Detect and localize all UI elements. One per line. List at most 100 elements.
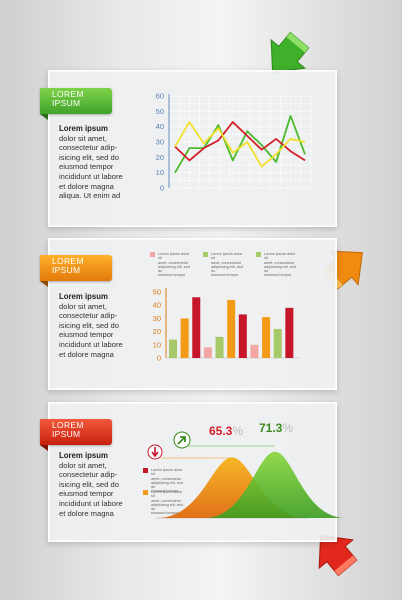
arrow-up-right-icon	[173, 431, 191, 449]
y-tick-label: 0	[160, 184, 164, 193]
y-tick-label: 60	[156, 92, 164, 101]
bar	[169, 339, 177, 358]
percent-sign: %	[282, 421, 294, 435]
legend-line: eiusmod tempor	[264, 273, 292, 278]
body-line: incididunt ut labore	[59, 171, 123, 181]
y-tick-label: 50	[153, 288, 161, 297]
legend-line: eiusmod tempor	[211, 273, 239, 278]
bar	[215, 336, 224, 358]
body-line: incididunt ut labore	[59, 498, 123, 508]
y-tick-label: 50	[156, 107, 164, 116]
ribbon-line: LOREM	[52, 420, 84, 430]
legend-line: adipisicing elit, sed do	[151, 480, 183, 490]
y-tick-label: 30	[156, 138, 164, 147]
legend-line: amet, consectetur	[158, 260, 189, 265]
legend-line: adipisicing elit, sed do	[158, 264, 190, 274]
body-line: isicing elit, sed do	[59, 152, 119, 162]
body-line: et dolore magna	[59, 508, 114, 518]
legend-swatch	[143, 468, 148, 473]
legend-line: Lorem ipsum dolor sit	[264, 252, 296, 261]
bar	[238, 314, 247, 358]
panel-heading: Lorem ipsum	[59, 292, 108, 301]
legend-line: eiusmod tempor	[151, 489, 179, 494]
body-line: et dolore magna	[59, 181, 114, 191]
line-chart: 0 10 20 30 40 50 60	[156, 92, 312, 193]
body-line: consectetur adip-	[59, 311, 118, 321]
y-tick-label: 40	[156, 122, 164, 131]
legend-line: amet, consectetur	[151, 498, 182, 503]
legend-swatch	[143, 490, 148, 495]
panel-heading: Lorem ipsum	[59, 451, 108, 460]
legend-swatch	[150, 252, 155, 257]
bar	[203, 347, 212, 358]
legend-line: Lorem ipsum dolor sit	[158, 252, 190, 261]
panel-1-text: Lorem ipsum dolor sit amet, consectetur …	[59, 124, 143, 201]
legend-line: Lorem ipsum dolor sit	[211, 252, 243, 261]
bar	[285, 307, 294, 358]
legend-line: amet, consectetur	[151, 476, 182, 481]
legend-line: adipisicing elit, sed do	[211, 264, 243, 274]
y-tick-label: 30	[153, 314, 161, 323]
body-line: isicing elit, sed do	[59, 320, 119, 330]
panel-heading: Lorem ipsum	[59, 124, 108, 133]
y-tick-label: 20	[156, 153, 164, 162]
body-line: dolor sit amet,	[59, 460, 107, 470]
ribbon-line: IPSUM	[52, 98, 81, 108]
y-tick-label: 10	[153, 340, 161, 349]
y-tick-label: 40	[153, 301, 161, 310]
bar-legend-item: Lorem ipsum dolor sit amet, consectetur …	[256, 252, 300, 278]
arrow-down-icon	[147, 444, 163, 460]
body-line: isicing elit, sed do	[59, 479, 119, 489]
bar-legend-item: Lorem ipsum dolor sit amet, consectetur …	[203, 252, 247, 278]
value-label-green: 71.3%	[259, 421, 293, 435]
value-number: 65.3	[209, 424, 233, 438]
legend-line: adipisicing elit, sed do	[151, 502, 183, 512]
body-line: eiusmod tempor	[59, 330, 114, 340]
y-tick-label: 10	[156, 168, 164, 177]
series-line	[174, 115, 306, 174]
bar-legend-item: Lorem ipsum dolor sit amet, consectetur …	[150, 252, 194, 278]
value-number: 71.3	[259, 421, 283, 435]
legend-line: adipisicing elit, sed do	[264, 264, 296, 274]
body-line: dolor sit amet,	[59, 301, 107, 311]
bar-chart: 0 10 20 30 40 50	[153, 288, 300, 363]
bar	[192, 297, 201, 358]
ribbon-line: LOREM	[52, 89, 84, 99]
panel-2-text: Lorem ipsum dolor sit amet, consectetur …	[59, 292, 143, 359]
series-line	[174, 121, 306, 162]
legend-swatch	[256, 252, 261, 257]
legend-line: Lorem ipsum dolor sit	[151, 468, 183, 477]
body-line: eiusmod tempor	[59, 489, 114, 499]
ribbon-line: LOREM	[52, 256, 84, 266]
ribbon-line: IPSUM	[52, 265, 81, 275]
area-chart	[156, 445, 346, 519]
legend-line: eiusmod tempor	[151, 511, 179, 516]
legend-swatch	[203, 252, 208, 257]
bar	[273, 328, 282, 358]
body-line: aliqua. Ut enim ad	[59, 191, 121, 201]
panel-3-ribbon: LOREM IPSUM	[40, 419, 112, 451]
bar	[262, 317, 271, 358]
y-tick-label: 0	[157, 354, 161, 363]
legend-line: Lorem ipsum dolor sit	[151, 490, 183, 499]
bar	[180, 318, 189, 358]
body-line: consectetur adip-	[59, 470, 118, 480]
area-curve	[204, 451, 346, 518]
panel-1-ribbon: LOREM IPSUM	[40, 88, 112, 120]
area-legend-item: Lorem ipsum dolor sit amet, consectetur …	[143, 468, 187, 494]
series-line	[174, 121, 306, 168]
legend-line: eiusmod tempor	[158, 273, 186, 278]
percent-sign: %	[232, 424, 244, 438]
ribbon-line: IPSUM	[52, 429, 81, 439]
bar	[227, 299, 236, 358]
y-tick-label: 20	[153, 327, 161, 336]
panel-2-ribbon: LOREM IPSUM	[40, 255, 112, 287]
legend-line: amet, consectetur	[264, 260, 295, 265]
body-line: incididunt ut labore	[59, 339, 123, 349]
body-line: et dolore magna	[59, 349, 114, 359]
body-line: consectetur adip-	[59, 143, 118, 153]
body-line: eiusmod tempor	[59, 162, 114, 172]
legend-line: amet, consectetur	[211, 260, 242, 265]
body-line: dolor sit amet,	[59, 133, 107, 143]
bar	[250, 344, 259, 358]
